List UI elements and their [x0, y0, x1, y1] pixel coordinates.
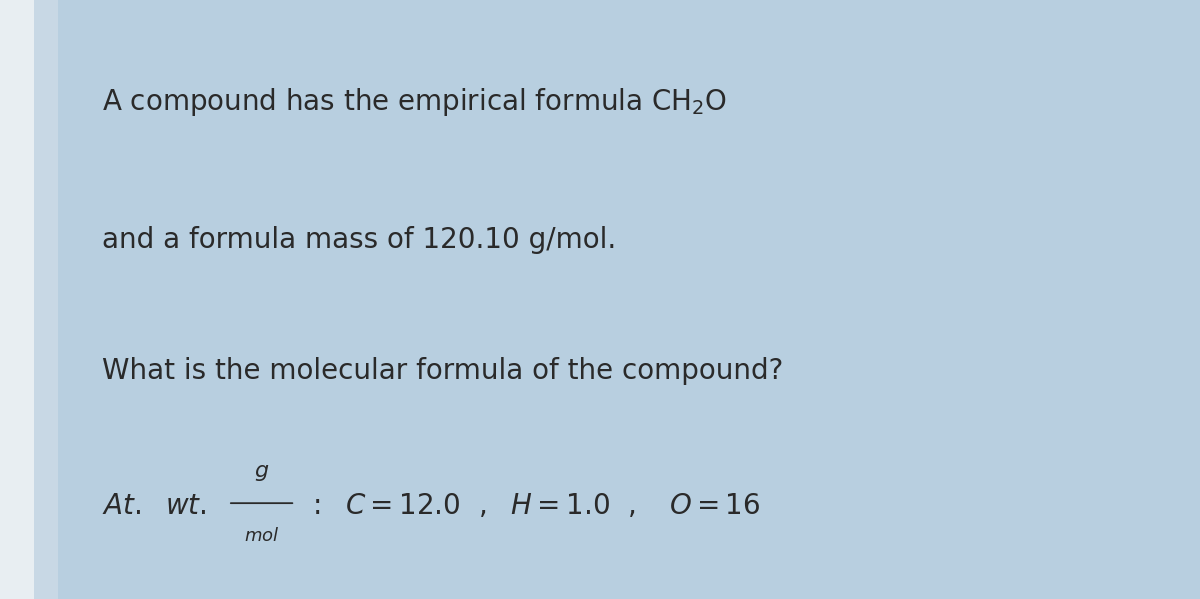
Text: $\mathit{mol}$: $\mathit{mol}$: [244, 527, 280, 545]
Text: $\mathit{At.}$  $\mathit{wt.}$: $\mathit{At.}$ $\mathit{wt.}$: [102, 492, 206, 520]
Text: $\mathit{g}$: $\mathit{g}$: [254, 463, 269, 483]
Text: A compound has the empirical formula $\mathregular{CH_2O}$: A compound has the empirical formula $\m…: [102, 86, 727, 118]
FancyBboxPatch shape: [34, 0, 58, 599]
FancyBboxPatch shape: [0, 0, 34, 599]
Text: $:\ \ C = 12.0\ \ ,\ \ H = 1.0\ \ ,\quad O = 16$: $:\ \ C = 12.0\ \ ,\ \ H = 1.0\ \ ,\quad…: [307, 492, 761, 520]
Text: and a formula mass of 120.10 g/mol.: and a formula mass of 120.10 g/mol.: [102, 226, 617, 253]
Text: What is the molecular formula of the compound?: What is the molecular formula of the com…: [102, 358, 784, 385]
